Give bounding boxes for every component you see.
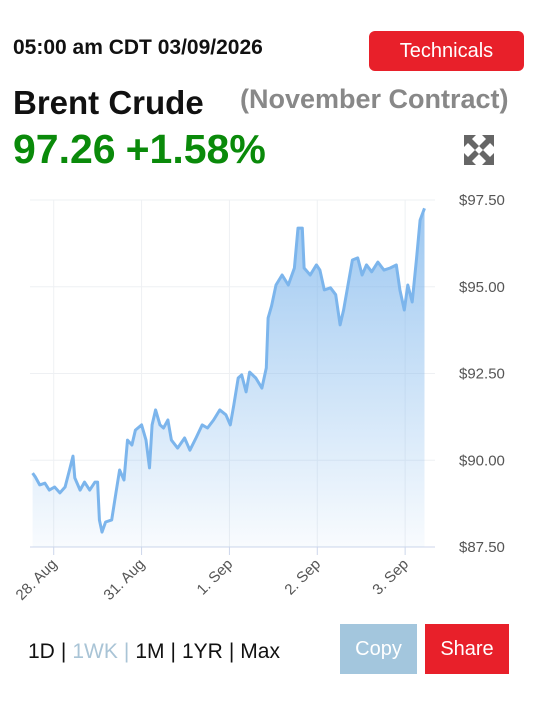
range-separator: | <box>60 640 67 663</box>
x-tick-label: 28. Aug <box>13 556 61 604</box>
share-button[interactable]: Share <box>425 624 509 674</box>
technicals-button[interactable]: Technicals <box>369 31 524 71</box>
line <box>31 207 426 534</box>
x-tick-label: 2. Sep <box>281 556 324 599</box>
copy-button[interactable]: Copy <box>340 624 417 674</box>
range-selector: 1D | 1WK | 1M | 1YR | Max <box>28 640 286 664</box>
quote: 97.26 +1.58% <box>13 126 276 173</box>
range-option[interactable]: 1WK <box>72 640 118 663</box>
expand-icon[interactable] <box>462 133 496 167</box>
range-separator: | <box>228 640 235 663</box>
timestamp: 05:00 am CDT 03/09/2026 <box>13 36 263 59</box>
range-option[interactable]: 1YR <box>181 640 223 663</box>
range-option[interactable]: 1M <box>135 640 165 663</box>
x-tick-label: 31. Aug <box>100 556 148 604</box>
chart: $97.50 $95.00 $92.50 $90.00 $87.50 28. Aug 31.… <box>13 192 505 604</box>
x-tick-label: 3. Sep <box>369 556 412 599</box>
x-tick-label: 1. Sep <box>194 556 237 599</box>
range-option[interactable]: Max <box>240 640 280 663</box>
area <box>32 208 425 548</box>
instrument-name: Brent Crude <box>13 84 204 121</box>
range-separator: | <box>123 640 130 663</box>
y-tick-label: $95.00 <box>459 279 505 296</box>
range-separator: | <box>170 640 176 663</box>
change: +1.58% <box>125 126 266 172</box>
range-option[interactable]: 1D <box>28 640 55 663</box>
contract: (November Contract) <box>240 84 509 114</box>
y-tick-label: $97.50 <box>459 192 505 209</box>
y-tick-label: $92.50 <box>459 366 505 383</box>
price: 97.26 <box>13 126 116 172</box>
y-tick-label: $87.50 <box>459 539 505 556</box>
y-tick-label: $90.00 <box>459 452 505 469</box>
